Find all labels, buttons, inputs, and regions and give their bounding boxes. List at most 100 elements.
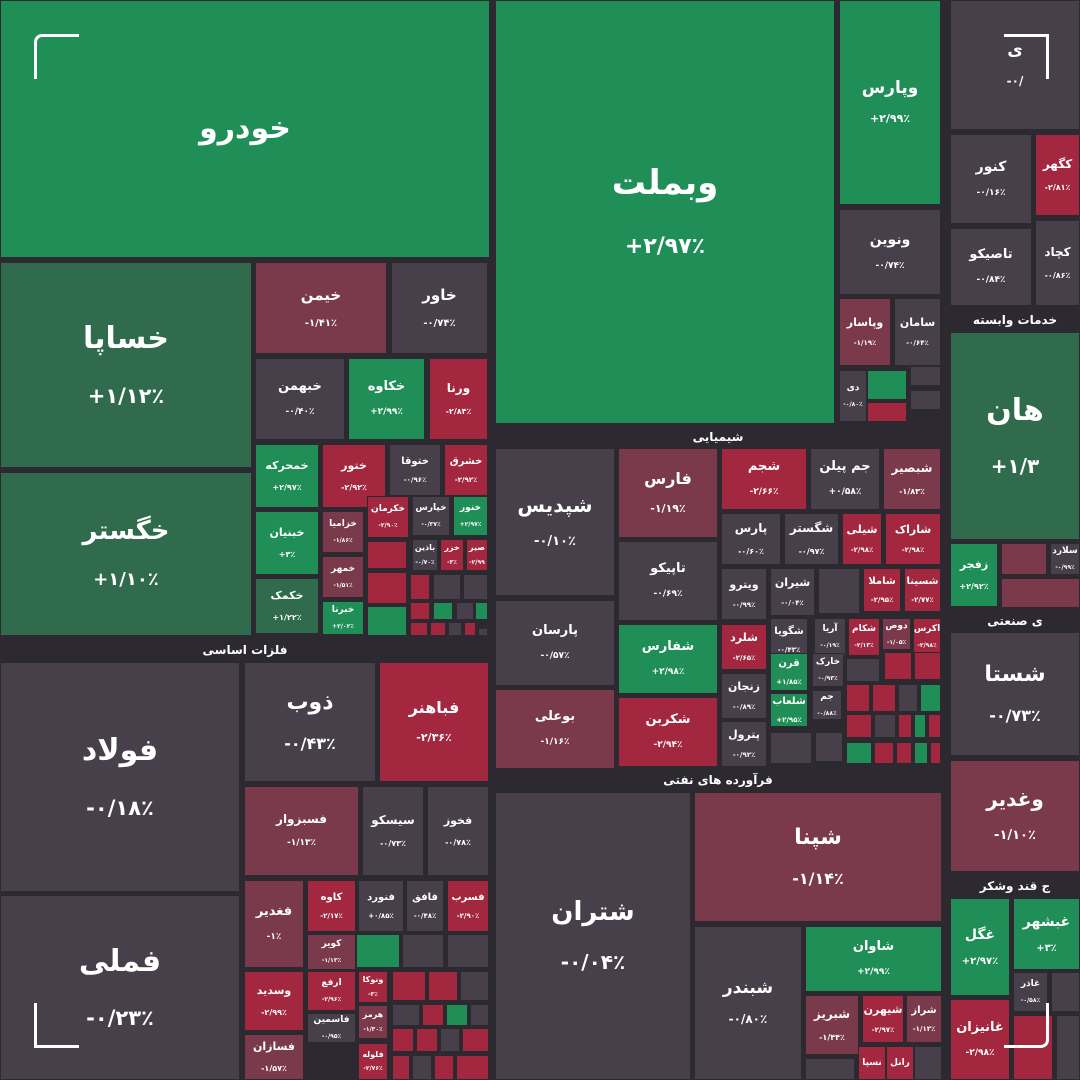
treemap-filler-tile[interactable] bbox=[815, 732, 843, 762]
treemap-filler-tile[interactable] bbox=[430, 622, 446, 636]
treemap-filler-tile[interactable] bbox=[914, 714, 926, 738]
treemap-tile[interactable]: فسرب -۲/۹۰٪ bbox=[447, 880, 489, 932]
treemap-filler-tile[interactable] bbox=[1056, 1015, 1080, 1080]
treemap-filler-tile[interactable] bbox=[1001, 578, 1080, 608]
treemap-tile[interactable]: شبریز -۱/۴۴٪ bbox=[805, 995, 859, 1055]
treemap-tile[interactable]: فخوز -۰/۷۸٪ bbox=[427, 786, 489, 876]
treemap-tile[interactable]: وسدید -۲/۹۹٪ bbox=[244, 971, 304, 1031]
treemap-tile[interactable]: فسازان -۱/۵۷٪ bbox=[244, 1034, 304, 1080]
treemap-filler-tile[interactable] bbox=[433, 602, 453, 620]
treemap-tile[interactable]: دی -۰/۸۰٪ bbox=[839, 370, 867, 422]
treemap-tile[interactable]: فملی -۰/۲۳٪ bbox=[0, 895, 240, 1080]
treemap-tile[interactable]: شیران -۰/۰۴٪ bbox=[770, 568, 815, 616]
treemap-filler-tile[interactable] bbox=[392, 971, 426, 1001]
treemap-filler-tile[interactable] bbox=[464, 622, 476, 636]
treemap-tile[interactable]: خنور +۲/۹۷٪ bbox=[453, 496, 488, 536]
treemap-tile[interactable]: رانل bbox=[886, 1046, 914, 1080]
treemap-tile[interactable]: کاوه -۲/۱۷٪ bbox=[307, 880, 356, 932]
treemap-tile[interactable]: دوص -۱/۰۵٪ bbox=[882, 618, 911, 650]
treemap-tile[interactable]: سامان -۰/۶۴٪ bbox=[894, 298, 941, 366]
treemap-filler-tile[interactable] bbox=[440, 1028, 460, 1052]
treemap-tile[interactable]: تاصیکو -۰/۸۴٪ bbox=[950, 228, 1032, 306]
treemap-filler-tile[interactable] bbox=[367, 572, 407, 604]
treemap-filler-tile[interactable] bbox=[367, 606, 407, 636]
treemap-tile[interactable]: وبملت +۲/۹۷٪ bbox=[495, 0, 835, 424]
treemap-tile[interactable]: شستا -۰/۷۳٪ bbox=[950, 632, 1080, 756]
treemap-tile[interactable]: شکربن -۲/۹۴٪ bbox=[618, 697, 718, 767]
treemap-filler-tile[interactable] bbox=[920, 684, 941, 712]
treemap-tile[interactable]: خیمن -۱/۴۱٪ bbox=[255, 262, 387, 354]
treemap-tile[interactable]: ونوکا -۳٪ bbox=[358, 971, 388, 1003]
treemap-tile[interactable]: شراز -۱/۱۳٪ bbox=[906, 995, 942, 1043]
treemap-tile[interactable]: خاور -۰/۷۴٪ bbox=[391, 262, 488, 354]
treemap-filler-tile[interactable] bbox=[914, 742, 928, 764]
treemap-filler-tile[interactable] bbox=[367, 541, 407, 569]
treemap-tile[interactable]: کویر -۱/۱۳٪ bbox=[307, 934, 356, 970]
treemap-tile[interactable]: شکام -۲/۱۳٪ bbox=[848, 618, 880, 656]
treemap-filler-tile[interactable] bbox=[392, 1028, 414, 1052]
treemap-filler-tile[interactable] bbox=[446, 1004, 468, 1026]
treemap-tile[interactable]: سیسکو -۰/۷۳٪ bbox=[362, 786, 424, 876]
treemap-filler-tile[interactable] bbox=[930, 742, 941, 764]
treemap-filler-tile[interactable] bbox=[896, 742, 912, 764]
treemap-filler-tile[interactable] bbox=[460, 971, 489, 1001]
treemap-filler-tile[interactable] bbox=[422, 1004, 444, 1026]
treemap-filler-tile[interactable] bbox=[884, 652, 912, 680]
treemap-filler-tile[interactable] bbox=[402, 934, 444, 968]
treemap-tile[interactable]: ونوین -۰/۷۴٪ bbox=[839, 209, 941, 295]
treemap-tile[interactable]: خارک -۰/۹۳٪ bbox=[812, 653, 844, 687]
treemap-tile[interactable]: فنورد +۰/۸۵٪ bbox=[358, 880, 404, 932]
treemap-filler-tile[interactable] bbox=[410, 622, 428, 636]
treemap-tile[interactable]: غگل +۲/۹۷٪ bbox=[950, 898, 1010, 996]
treemap-tile[interactable]: وغدیر -۱/۱۰٪ bbox=[950, 760, 1080, 872]
treemap-tile[interactable]: شاراک -۲/۹۸٪ bbox=[885, 513, 941, 565]
treemap-tile[interactable]: ویترو -۰/۹۹٪ bbox=[721, 568, 767, 620]
treemap-tile[interactable]: شاوان +۲/۹۹٪ bbox=[805, 926, 942, 992]
treemap-tile[interactable]: شجم -۲/۶۶٪ bbox=[721, 448, 807, 510]
treemap-tile[interactable]: ذوب -۰/۴۳٪ bbox=[244, 662, 376, 782]
treemap-tile[interactable]: شپنا -۱/۱۴٪ bbox=[694, 792, 942, 922]
treemap-tile[interactable]: خگستر +۱/۱۰٪ bbox=[0, 472, 252, 636]
treemap-filler-tile[interactable] bbox=[456, 602, 474, 620]
treemap-filler-tile[interactable] bbox=[846, 742, 872, 764]
treemap-tile[interactable]: خکرمان -۲/۹۰٪ bbox=[367, 496, 409, 538]
treemap-filler-tile[interactable] bbox=[462, 1028, 489, 1052]
treemap-tile[interactable]: ی -۰/ bbox=[950, 0, 1080, 130]
treemap-filler-tile[interactable] bbox=[910, 366, 941, 386]
treemap-tile[interactable]: هرمز -۱/۳۰٪ bbox=[358, 1005, 388, 1039]
treemap-tile[interactable]: شلعاب +۲/۹۵٪ bbox=[770, 693, 808, 727]
treemap-filler-tile[interactable] bbox=[470, 1004, 489, 1026]
treemap-filler-tile[interactable] bbox=[434, 1055, 454, 1080]
treemap-filler-tile[interactable] bbox=[428, 971, 458, 1001]
treemap-filler-tile[interactable] bbox=[867, 370, 907, 400]
treemap-filler-tile[interactable] bbox=[914, 652, 941, 680]
treemap-filler-tile[interactable] bbox=[416, 1028, 438, 1052]
treemap-filler-tile[interactable] bbox=[392, 1055, 410, 1080]
treemap-tile[interactable]: فسبزوار -۱/۱۳٪ bbox=[244, 786, 359, 876]
treemap-tile[interactable]: فارس -۱/۱۹٪ bbox=[618, 448, 718, 538]
treemap-filler-tile[interactable] bbox=[874, 742, 894, 764]
treemap-filler-tile[interactable] bbox=[898, 684, 918, 712]
treemap-tile[interactable]: وپارس +۲/۹۹٪ bbox=[839, 0, 941, 205]
treemap-tile[interactable]: تاپیکو -۰/۶۹٪ bbox=[618, 541, 718, 621]
treemap-filler-tile[interactable] bbox=[433, 574, 461, 600]
treemap-tile[interactable]: ارفع -۲/۹۶٪ bbox=[307, 971, 356, 1011]
treemap-tile[interactable]: فلوله -۲/۷۶٪ bbox=[358, 1043, 388, 1080]
treemap-tile[interactable]: شگویا -۰/۴۳٪ bbox=[770, 618, 808, 662]
treemap-filler-tile[interactable] bbox=[867, 402, 907, 422]
treemap-filler-tile[interactable] bbox=[478, 628, 488, 636]
treemap-tile[interactable]: وپاسار -۱/۱۹٪ bbox=[839, 298, 891, 366]
treemap-tile[interactable]: خشرق -۲/۹۲٪ bbox=[444, 444, 488, 496]
treemap-filler-tile[interactable] bbox=[410, 602, 430, 620]
treemap-filler-tile[interactable] bbox=[818, 568, 860, 614]
treemap-filler-tile[interactable] bbox=[928, 714, 941, 738]
treemap-filler-tile[interactable] bbox=[846, 684, 870, 712]
treemap-tile[interactable]: شبصیر -۱/۸۳٪ bbox=[883, 448, 941, 510]
treemap-tile[interactable]: خکمک +۱/۲۲٪ bbox=[255, 578, 319, 634]
treemap-tile[interactable]: پارسان -۰/۵۷٪ bbox=[495, 600, 615, 686]
treemap-tile[interactable]: شاملا -۲/۹۵٪ bbox=[863, 568, 901, 612]
treemap-tile[interactable]: نسپا bbox=[858, 1046, 886, 1080]
treemap-tile[interactable]: جم -۰/۸۸٪ bbox=[812, 690, 842, 720]
treemap-tile[interactable]: فاسمین -۰/۹۵٪ bbox=[307, 1013, 356, 1043]
treemap-filler-tile[interactable] bbox=[447, 934, 489, 968]
